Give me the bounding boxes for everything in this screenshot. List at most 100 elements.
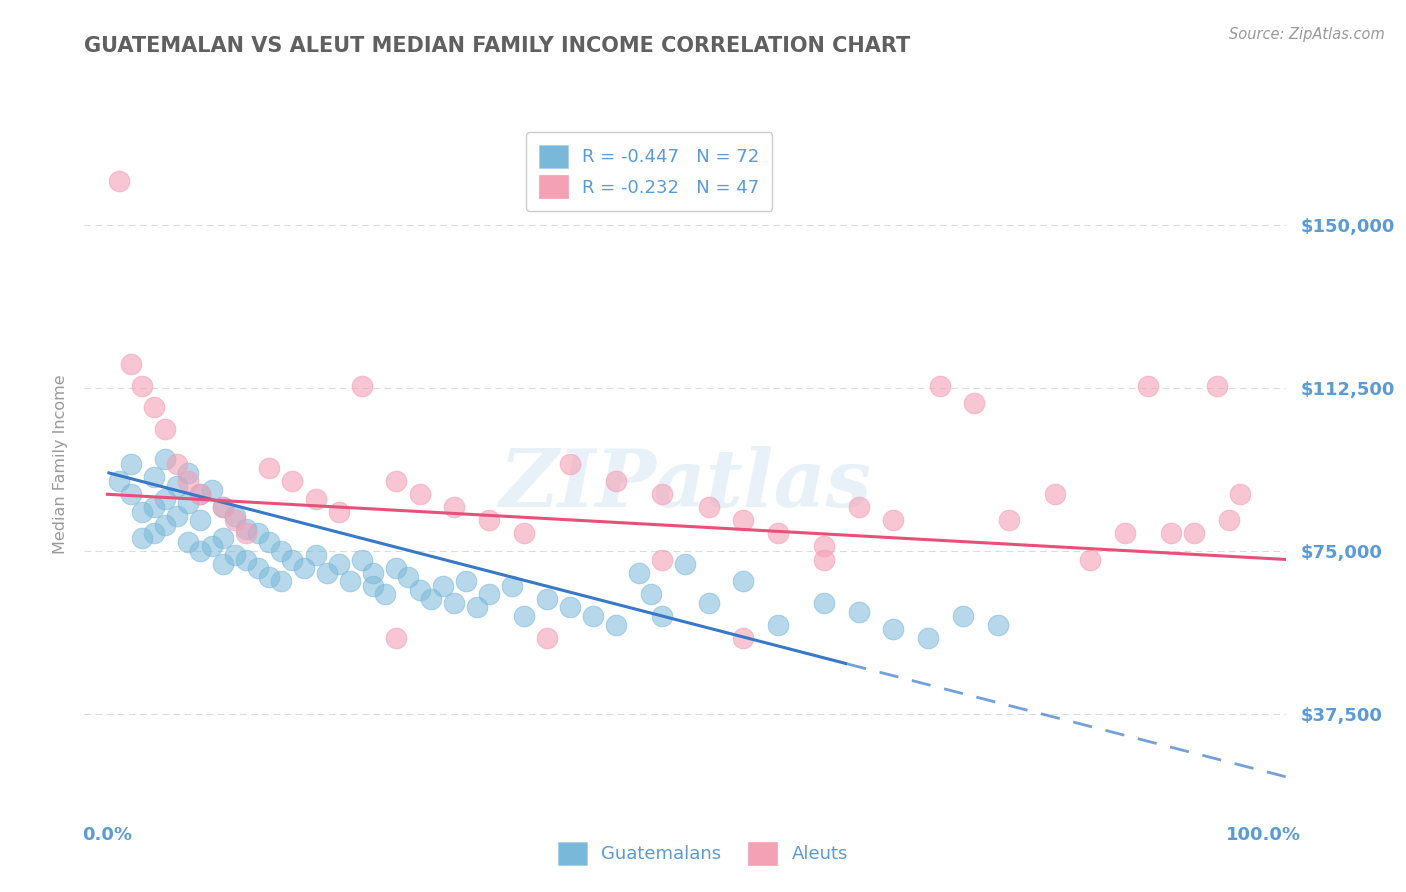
Point <box>304 548 326 562</box>
Point <box>848 605 870 619</box>
Point <box>928 378 950 392</box>
Point <box>882 513 904 527</box>
Point <box>212 500 235 515</box>
Point <box>131 531 153 545</box>
Point <box>396 570 419 584</box>
Point <box>558 600 581 615</box>
Point <box>385 475 408 489</box>
Point <box>259 461 281 475</box>
Point <box>328 557 350 571</box>
Point <box>605 617 627 632</box>
Point <box>270 543 292 558</box>
Legend: R = -0.447   N = 72, R = -0.232   N = 47: R = -0.447 N = 72, R = -0.232 N = 47 <box>526 132 772 211</box>
Point <box>1206 378 1229 392</box>
Point <box>733 513 755 527</box>
Point <box>766 526 789 541</box>
Point <box>651 487 673 501</box>
Text: Source: ZipAtlas.com: Source: ZipAtlas.com <box>1229 27 1385 42</box>
Point <box>166 478 188 492</box>
Point <box>363 566 385 580</box>
Point <box>212 557 235 571</box>
Point <box>131 505 153 519</box>
Point <box>675 557 697 571</box>
Point <box>304 491 326 506</box>
Point <box>350 378 373 392</box>
Point <box>200 483 222 497</box>
Text: ZIPatlas: ZIPatlas <box>499 446 872 524</box>
Point <box>697 500 720 515</box>
Point <box>281 475 304 489</box>
Y-axis label: Median Family Income: Median Family Income <box>53 374 69 554</box>
Point <box>1045 487 1067 501</box>
Point <box>536 591 558 606</box>
Point <box>142 500 165 515</box>
Point <box>224 508 246 523</box>
Point <box>166 508 188 523</box>
Point <box>478 513 501 527</box>
Point <box>120 487 142 501</box>
Point <box>120 457 142 471</box>
Point <box>235 552 257 566</box>
Point <box>882 622 904 636</box>
Point <box>188 513 211 527</box>
Point <box>339 574 361 589</box>
Point <box>177 535 200 549</box>
Point <box>952 609 974 624</box>
Point <box>259 570 281 584</box>
Point <box>281 552 304 566</box>
Point <box>292 561 315 575</box>
Point <box>408 487 430 501</box>
Point <box>142 470 165 484</box>
Point <box>131 378 153 392</box>
Point <box>1182 526 1205 541</box>
Point <box>177 466 200 480</box>
Point <box>408 582 430 597</box>
Point <box>628 566 651 580</box>
Point <box>501 579 523 593</box>
Point <box>454 574 477 589</box>
Text: GUATEMALAN VS ALEUT MEDIAN FAMILY INCOME CORRELATION CHART: GUATEMALAN VS ALEUT MEDIAN FAMILY INCOME… <box>84 36 911 55</box>
Point <box>212 500 235 515</box>
Point <box>374 587 396 601</box>
Point <box>270 574 292 589</box>
Point <box>651 609 673 624</box>
Point <box>432 579 454 593</box>
Point <box>917 631 939 645</box>
Point <box>536 631 558 645</box>
Point <box>848 500 870 515</box>
Point <box>512 609 534 624</box>
Point <box>246 561 269 575</box>
Point <box>224 513 246 527</box>
Point <box>733 574 755 589</box>
Point <box>478 587 501 601</box>
Point <box>443 500 465 515</box>
Point <box>385 561 408 575</box>
Point <box>733 631 755 645</box>
Point <box>963 396 986 410</box>
Point <box>766 617 789 632</box>
Point <box>120 357 142 371</box>
Point <box>328 505 350 519</box>
Point <box>350 552 373 566</box>
Point <box>467 600 489 615</box>
Point <box>224 548 246 562</box>
Point <box>316 566 339 580</box>
Point <box>1114 526 1136 541</box>
Point <box>813 552 835 566</box>
Point <box>235 522 257 536</box>
Point <box>813 596 835 610</box>
Point <box>582 609 605 624</box>
Point <box>813 540 835 554</box>
Point <box>188 487 211 501</box>
Point <box>108 174 131 188</box>
Point <box>1078 552 1101 566</box>
Point <box>420 591 443 606</box>
Point <box>155 517 177 532</box>
Point <box>1136 378 1159 392</box>
Point <box>1218 513 1240 527</box>
Point <box>166 457 188 471</box>
Point <box>1229 487 1251 501</box>
Point <box>155 422 177 436</box>
Point <box>443 596 465 610</box>
Point <box>155 491 177 506</box>
